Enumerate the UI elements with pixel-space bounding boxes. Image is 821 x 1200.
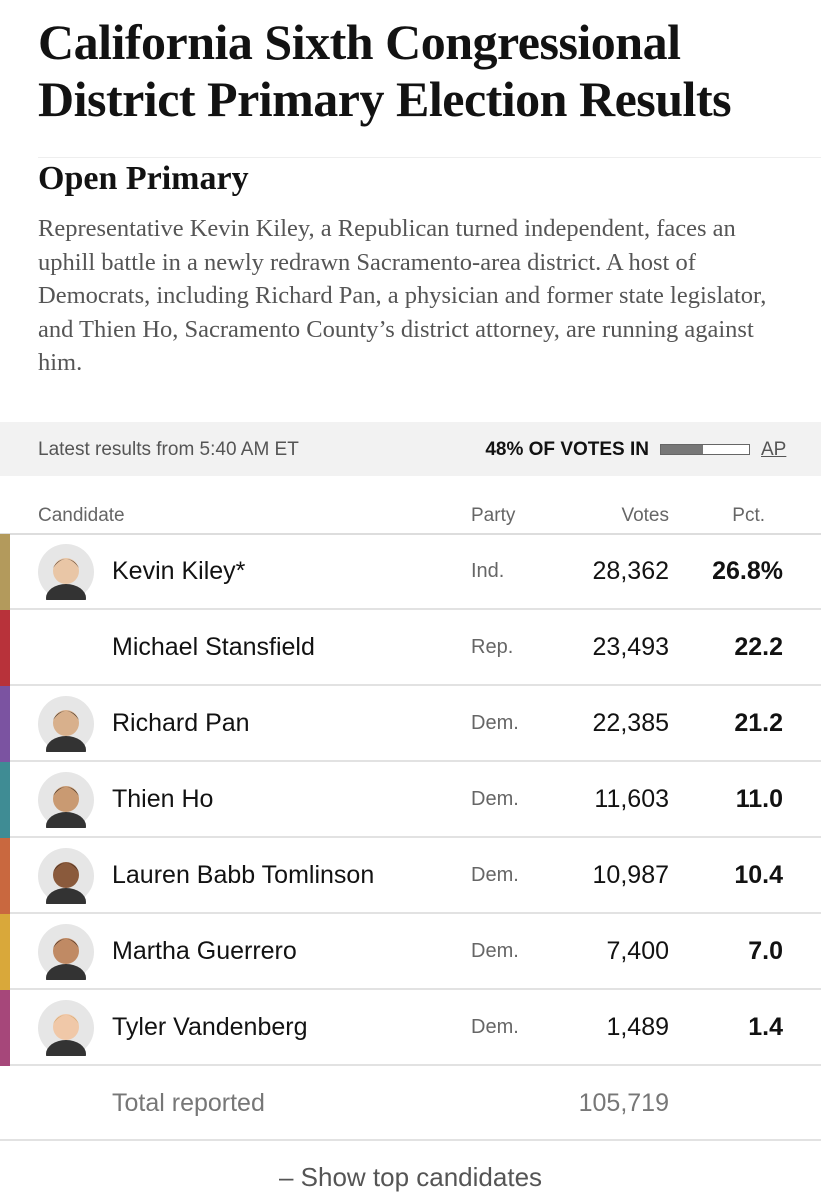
party: Dem. [471, 1016, 519, 1038]
latest-results: Latest results from 5:40 AM ET [38, 439, 299, 460]
candidate-photo [38, 696, 94, 752]
candidate-name: Lauren Babb Tomlinson [112, 861, 375, 889]
total-label: Total reported [112, 1089, 265, 1117]
show-top-button[interactable]: – Show top candidates [278, 1162, 543, 1192]
candidate-photo [38, 544, 94, 600]
party-color [0, 610, 10, 686]
candidate-row: Thien Ho Dem. 11,603 11.0 [0, 762, 821, 838]
party: Dem. [471, 712, 519, 734]
votes: 22,385 [592, 709, 669, 737]
column-header: Pct. [732, 505, 765, 526]
source-link[interactable]: AP [761, 439, 787, 460]
party-color [0, 914, 10, 990]
candidate-photo [38, 1000, 94, 1056]
candidate-photo [38, 772, 94, 828]
table-header: Candidate Party Votes Pct. [0, 500, 821, 535]
candidate-row: Kevin Kiley* Ind. 28,362 26.8% [0, 534, 821, 610]
candidate-row: Richard Pan Dem. 22,385 21.2 [0, 686, 821, 762]
party-color [0, 838, 10, 914]
party-color [0, 990, 10, 1066]
candidate-name: Richard Pan [112, 709, 250, 737]
party: Rep. [471, 636, 514, 658]
party: Ind. [471, 560, 505, 582]
candidate-photo [38, 848, 94, 904]
candidate-row: Martha Guerrero Dem. 7,400 7.0 [0, 914, 821, 990]
divider [38, 157, 821, 158]
party: Dem. [471, 864, 519, 886]
candidate-name: Kevin Kiley* [112, 557, 246, 585]
candidate-name: Tyler Vandenberg [112, 1013, 308, 1041]
percent: 11.0 [735, 785, 783, 813]
percent: 22.2 [734, 633, 783, 661]
candidate-name: Martha Guerrero [112, 937, 297, 965]
votes: 7,400 [606, 937, 669, 965]
votes: 10,987 [592, 861, 669, 889]
votes: 23,493 [592, 633, 669, 661]
candidate-name: Thien Ho [112, 785, 214, 813]
party-color [0, 534, 10, 610]
percent: 1.4 [748, 1013, 783, 1041]
column-header: Party [471, 505, 516, 526]
party: Dem. [471, 940, 519, 962]
column-header: Votes [621, 505, 669, 526]
candidate-name: Michael Stansfield [112, 633, 315, 661]
candidate-row: Lauren Babb Tomlinson Dem. 10,987 10.4 [0, 838, 821, 914]
party-color [0, 762, 10, 838]
percent: 7.0 [748, 937, 783, 965]
description: Representative Kevin Kiley, a Republican… [38, 215, 767, 376]
votes: 11,603 [594, 785, 669, 813]
votes-in: 48% OF VOTES IN [485, 439, 649, 460]
party: Dem. [471, 788, 519, 810]
candidate-photo [38, 924, 94, 980]
percent: 21.2 [734, 709, 783, 737]
candidate-row: Tyler Vandenberg Dem. 1,489 1.4 [0, 990, 821, 1066]
total-votes: 105,719 [578, 1089, 669, 1117]
percent: 10.4 [734, 861, 783, 889]
votes: 1,489 [606, 1013, 669, 1041]
section-title: Open Primary [38, 160, 249, 197]
total-row: Total reported 105,719 [0, 1066, 821, 1141]
party-color [0, 686, 10, 762]
votes: 28,362 [592, 557, 669, 585]
results-meta: Latest results from 5:40 AM ET 48% OF VO… [0, 422, 821, 476]
progress-fill [661, 445, 704, 454]
column-header: Candidate [38, 505, 125, 526]
percent: 26.8% [712, 557, 783, 585]
page-title: California Sixth Congressional District … [38, 14, 732, 127]
progress-bar [660, 444, 750, 455]
candidate-row: Michael Stansfield Rep. 23,493 22.2 [0, 610, 821, 686]
